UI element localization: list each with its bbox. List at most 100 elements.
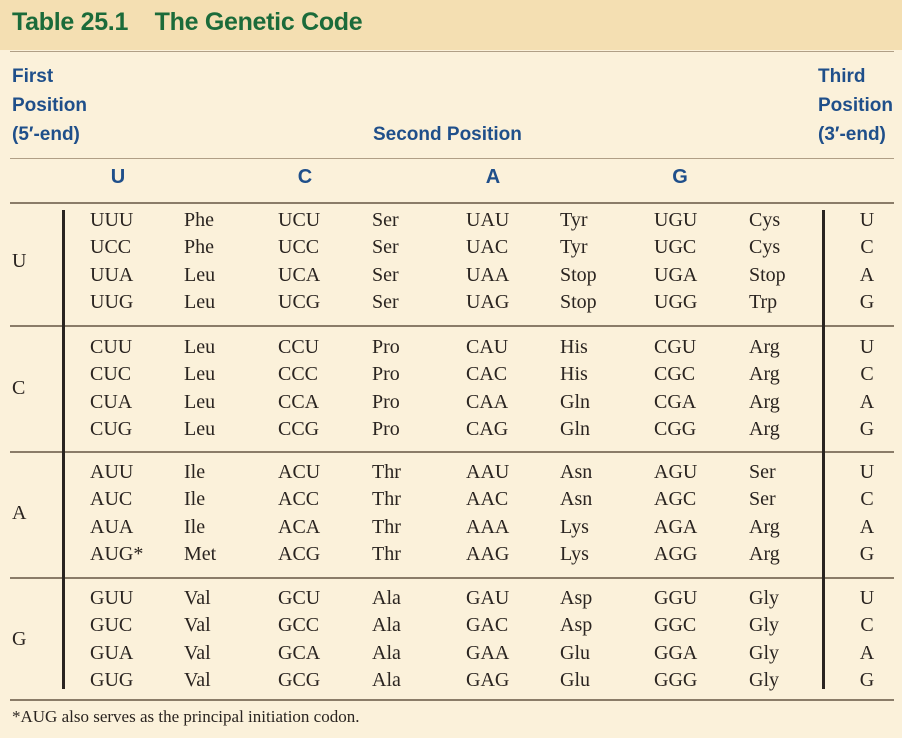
codon-cell: CUG xyxy=(90,417,133,440)
codon-cell: AUU xyxy=(90,461,134,483)
codon-cell: UAG xyxy=(466,290,510,313)
amino-acid-cell: Ser xyxy=(372,209,399,231)
amino-acid-cell: Arg xyxy=(749,336,780,358)
codon-cell: AGU xyxy=(654,461,698,483)
codon-cell: GGC xyxy=(654,614,697,637)
block-divider xyxy=(10,577,894,579)
codon-cell: GUC xyxy=(90,614,133,637)
amino-acid-cell: Gly xyxy=(749,614,779,637)
codon-cell: CGC xyxy=(654,363,696,386)
codon-cell: UGU xyxy=(654,209,698,231)
amino-acid-cell: Asp xyxy=(560,614,593,637)
first-column-divider xyxy=(62,210,65,689)
codon-cell: GGG xyxy=(654,668,698,691)
amino-acid-cell: Lys xyxy=(560,542,589,565)
codon-cell: UAU xyxy=(466,209,510,231)
amino-acid-cell: Gln xyxy=(560,390,590,413)
third-column-divider xyxy=(822,210,825,689)
first-position-letter: G xyxy=(12,627,27,650)
amino-acid-cell: Ala xyxy=(372,668,401,691)
header-divider xyxy=(10,158,894,159)
amino-acid-cell: Pro xyxy=(372,390,400,413)
codon-cell: UCA xyxy=(278,263,321,286)
amino-acid-cell: Ile xyxy=(184,488,206,511)
amino-acid-cell: Leu xyxy=(184,290,216,313)
codon-cell: ACC xyxy=(278,488,320,511)
amino-acid-cell: Leu xyxy=(184,363,216,386)
amino-acid-cell: Asp xyxy=(560,587,593,609)
codon-cell: ACG xyxy=(278,542,321,565)
first-position-header-line: (5′-end) xyxy=(12,124,80,145)
table-top-rule xyxy=(10,202,894,204)
amino-acid-cell: Leu xyxy=(184,390,216,413)
codon-cell: AAU xyxy=(466,461,510,483)
amino-acid-cell: Gln xyxy=(560,417,590,440)
title-bar xyxy=(0,0,902,50)
table-title: Table 25.1 The Genetic Code xyxy=(12,8,363,36)
third-position-letter: C xyxy=(860,236,874,259)
amino-acid-cell: Ser xyxy=(749,461,776,483)
third-position-letter: C xyxy=(860,488,874,511)
amino-acid-cell: Val xyxy=(184,668,211,691)
codon-cell: GAG xyxy=(466,668,510,691)
block-divider xyxy=(10,451,894,453)
amino-acid-cell: His xyxy=(560,363,588,386)
table-bottom-rule xyxy=(10,699,894,701)
codon-cell: GCU xyxy=(278,587,321,609)
codon-cell: GUG xyxy=(90,668,134,691)
amino-acid-cell: Cys xyxy=(749,209,781,231)
codon-cell: CCA xyxy=(278,390,320,413)
third-position-letter: C xyxy=(860,363,874,386)
third-position-letter: G xyxy=(859,668,875,691)
codon-cell: CAU xyxy=(466,336,509,358)
codon-cell: CAA xyxy=(466,390,509,413)
codon-cell: UGG xyxy=(654,290,698,313)
first-position-letter: A xyxy=(12,501,27,524)
codon-cell: CGG xyxy=(654,417,697,440)
amino-acid-cell: Pro xyxy=(372,336,400,358)
amino-acid-cell: Phe xyxy=(184,236,214,259)
codon-cell: UCG xyxy=(278,290,321,313)
codon-cell: ACA xyxy=(278,515,321,538)
amino-acid-cell: Pro xyxy=(372,417,400,440)
amino-acid-cell: Arg xyxy=(749,390,780,413)
third-position-letter: U xyxy=(859,587,875,609)
third-position-letter: G xyxy=(859,290,875,313)
amino-acid-cell: Thr xyxy=(372,488,401,511)
third-position-letter: A xyxy=(859,263,875,286)
amino-acid-cell: Lys xyxy=(560,515,589,538)
codon-cell: GCG xyxy=(278,668,321,691)
amino-acid-cell: Thr xyxy=(372,461,401,483)
codon-cell: GAC xyxy=(466,614,509,637)
codon-cell: GCA xyxy=(278,641,321,664)
first-position-letter: C xyxy=(12,376,26,399)
codon-cell: GUA xyxy=(90,641,134,664)
amino-acid-cell: Gly xyxy=(749,587,779,609)
codon-cell: CCU xyxy=(278,336,320,358)
amino-acid-cell: Cys xyxy=(749,236,781,259)
second-letter-u: U xyxy=(110,166,126,188)
amino-acid-cell: Tyr xyxy=(560,209,588,231)
second-letter-g: G xyxy=(672,166,688,188)
amino-acid-cell: Asn xyxy=(560,461,593,483)
amino-acid-cell: Glu xyxy=(560,641,590,664)
codon-cell: GAA xyxy=(466,641,510,664)
amino-acid-cell: Ala xyxy=(372,641,401,664)
codon-cell: CAG xyxy=(466,417,509,440)
amino-acid-cell: His xyxy=(560,336,588,358)
amino-acid-cell: Thr xyxy=(372,542,401,565)
codon-cell: AGC xyxy=(654,488,697,511)
amino-acid-cell: Pro xyxy=(372,363,400,386)
third-position-letter: U xyxy=(859,461,875,483)
codon-cell: CGA xyxy=(654,390,697,413)
first-position-header-line: Position xyxy=(12,95,87,116)
amino-acid-cell: Arg xyxy=(749,515,780,538)
third-position-header-line: Position xyxy=(818,95,893,116)
amino-acid-cell: Stop xyxy=(749,263,786,286)
amino-acid-cell: Arg xyxy=(749,542,780,565)
codon-cell: GCC xyxy=(278,614,320,637)
codon-cell: UGA xyxy=(654,263,698,286)
amino-acid-cell: Leu xyxy=(184,417,216,440)
amino-acid-cell: Tyr xyxy=(560,236,588,259)
codon-cell: UUG xyxy=(90,290,134,313)
